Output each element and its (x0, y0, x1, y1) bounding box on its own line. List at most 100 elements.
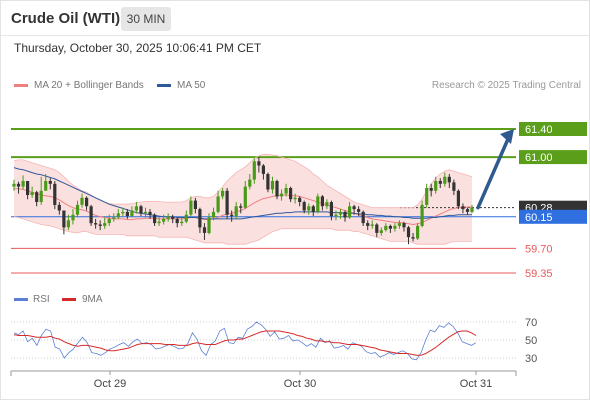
candle-body (216, 196, 220, 212)
research-credit: Research © 2025 Trading Central (431, 80, 581, 91)
level-label-61.00: 61.00 (525, 152, 553, 164)
candle-body (162, 218, 166, 222)
candle-body (366, 223, 370, 226)
candle-body (302, 202, 306, 211)
candle-body (438, 181, 442, 184)
level-tag-60.15 (519, 209, 587, 224)
candle-body (420, 204, 424, 226)
candle-body (361, 211, 365, 224)
candle-body (30, 192, 34, 195)
candle-body (85, 197, 89, 207)
legend-label-ma20: MA 20 + Bollinger Bands (34, 80, 144, 91)
level-label-60.15: 60.15 (525, 212, 553, 224)
candle-body (98, 224, 102, 226)
candle-body (334, 214, 338, 217)
candle-body (35, 192, 39, 202)
candle-body (434, 181, 438, 191)
candle-body (384, 225, 388, 231)
rsi-legend-swatch (14, 298, 28, 301)
candlestick-series (12, 157, 474, 245)
candle-body (57, 204, 61, 211)
level-label-59.70: 59.70 (525, 243, 553, 255)
candle-body (107, 218, 111, 224)
candle-body (429, 188, 433, 191)
candle-body (239, 206, 243, 208)
ma20-swatch (14, 83, 28, 87)
candle-body (94, 223, 98, 225)
candle-body (279, 193, 284, 197)
timestamp: Thursday, October 30, 2025 10:06:41 PM C… (14, 41, 262, 55)
candle-body (189, 200, 193, 215)
bollinger-band-fill (14, 154, 472, 245)
candle-body (103, 223, 107, 226)
candle-body (284, 188, 288, 194)
candle-body (211, 211, 216, 218)
legend-item-ma50: MA 50 (157, 80, 205, 91)
candle-body (316, 196, 320, 212)
projection-arrow-shaft (476, 137, 510, 210)
candle-body (112, 217, 116, 219)
candle-body (248, 179, 252, 187)
candle-body (289, 188, 293, 200)
candle-body (134, 206, 138, 211)
x-tick-label-2: Oct 31 (460, 378, 492, 390)
legend-item-ma20: MA 20 + Bollinger Bands (14, 80, 144, 91)
candle-body (39, 190, 43, 202)
legend-label-ma50: MA 50 (177, 80, 206, 91)
bollinger-upper-line (13, 153, 473, 209)
candle-body (225, 190, 229, 215)
candle-body (62, 210, 66, 228)
header-bar: Crude Oil (WTI) 30 MIN (0, 0, 590, 35)
candle-body (26, 181, 30, 195)
candle-body (148, 211, 152, 215)
level-tag-61.00 (519, 150, 587, 165)
candle-body (402, 223, 406, 228)
candle-body (121, 211, 125, 214)
candle-body (388, 225, 392, 229)
candle-body (202, 227, 207, 233)
candle-body (447, 176, 451, 183)
candle-body (21, 181, 25, 187)
candle-body (270, 181, 275, 190)
candle-body (329, 202, 333, 217)
candle-body (311, 206, 315, 212)
candle-body (465, 209, 470, 212)
candle-body (71, 214, 75, 221)
candle-body (370, 224, 374, 226)
rsi-level-label-50: 50 (525, 335, 537, 347)
rsi-line (13, 321, 477, 361)
candle-body (125, 211, 129, 217)
ma50-swatch (157, 83, 171, 87)
ma50-line (13, 167, 472, 220)
rsi-legend-label: RSI (33, 294, 50, 305)
level-tag-61.40 (519, 122, 587, 136)
x-tick-label-1: Oct 30 (284, 378, 316, 390)
candle-body (80, 197, 84, 205)
candle-body (207, 217, 211, 233)
candle-body (75, 204, 80, 215)
candle-body (293, 197, 297, 200)
candle-body (89, 206, 93, 224)
candle-body (406, 227, 411, 238)
candle-body (221, 190, 225, 197)
candle-body (166, 216, 170, 219)
candle-body (343, 211, 347, 218)
candle-body (139, 206, 143, 214)
candle-body (130, 210, 134, 217)
candle-body (48, 181, 52, 184)
candle-body (397, 223, 401, 226)
candle-body (452, 182, 456, 191)
candle-body (393, 225, 397, 229)
x-tick-label-0: Oct 29 (94, 378, 126, 390)
candle-body (198, 209, 202, 228)
candle-body (352, 206, 356, 210)
candle-body (157, 221, 161, 224)
rsi-level-label-70: 70 (525, 317, 537, 329)
candle-body (411, 237, 415, 239)
rsi-level-label-30: 30 (525, 353, 537, 365)
candle-body (243, 186, 247, 208)
timeframe-badge[interactable]: 30 MIN (121, 7, 171, 31)
candle-body (443, 176, 447, 184)
candle-body (338, 211, 343, 215)
